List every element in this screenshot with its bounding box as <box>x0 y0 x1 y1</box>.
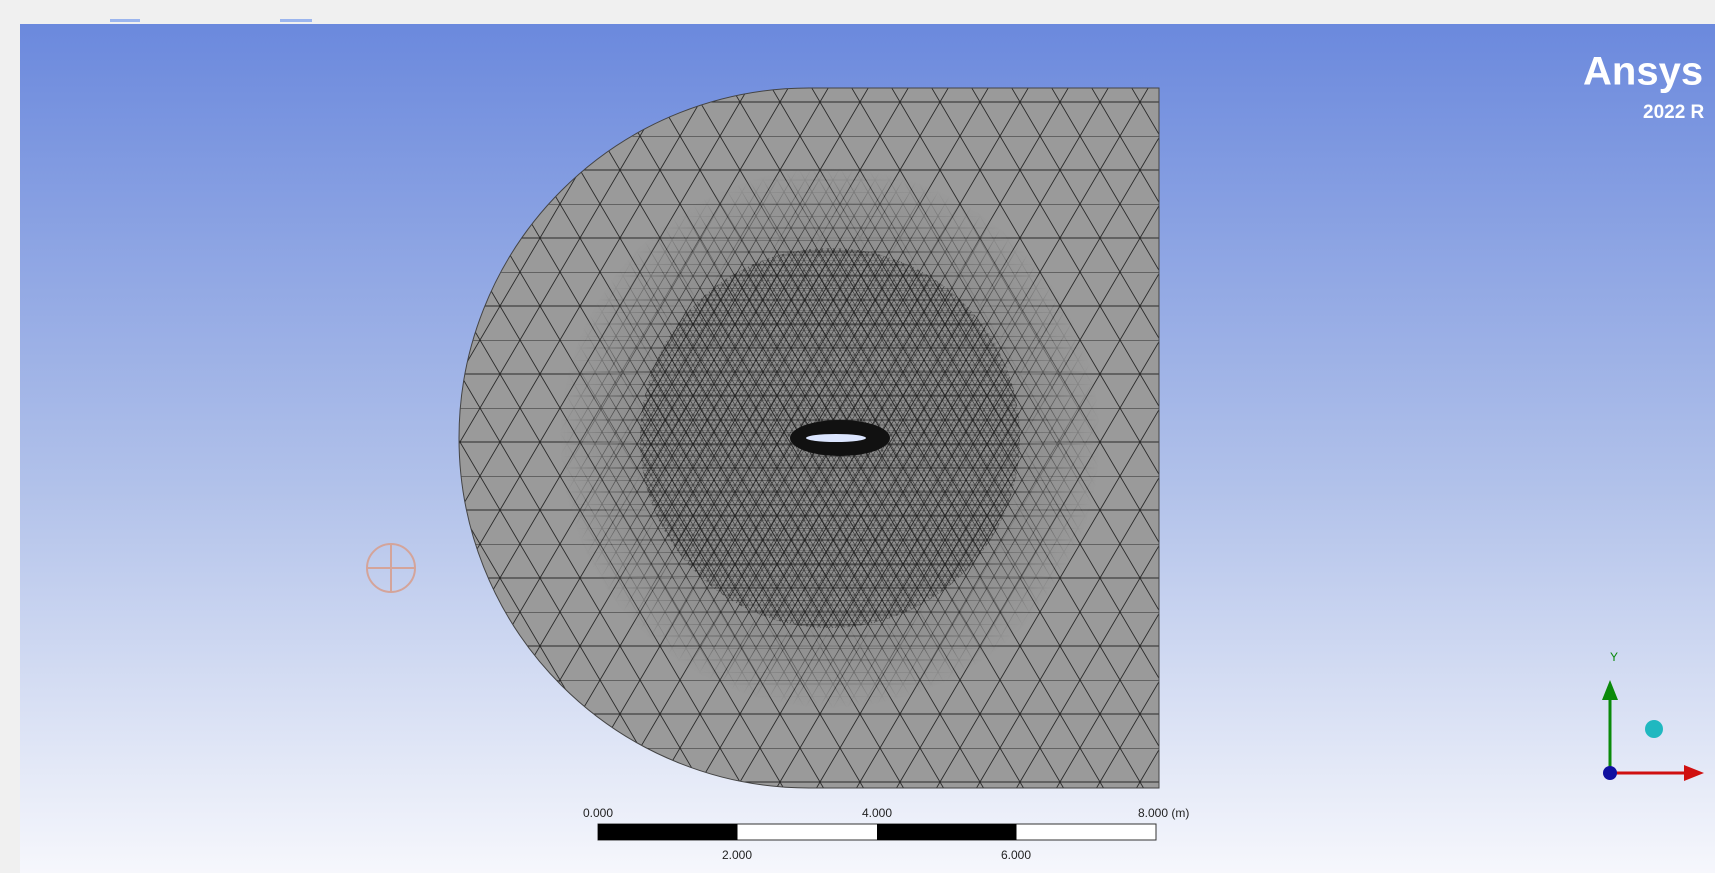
scale-label: 8.000 (m) <box>1138 806 1189 820</box>
tab-indicator <box>110 19 140 22</box>
logo-brand: Ansys <box>1583 50 1703 94</box>
page: Ansys 2022 R 0.000 4.000 8.000 (m) 2.000… <box>0 0 1715 873</box>
viewport: Ansys 2022 R 0.000 4.000 8.000 (m) 2.000… <box>0 0 1715 873</box>
scale-label: 6.000 <box>1001 848 1031 862</box>
tab-indicator <box>280 19 312 22</box>
scale-label: 0.000 <box>583 806 613 820</box>
logo-version: 2022 R <box>1643 102 1705 123</box>
rotation-center <box>367 544 415 592</box>
axis-label: Y <box>1610 650 1618 664</box>
scale-label: 2.000 <box>722 848 752 862</box>
scale-label: 4.000 <box>862 806 892 820</box>
